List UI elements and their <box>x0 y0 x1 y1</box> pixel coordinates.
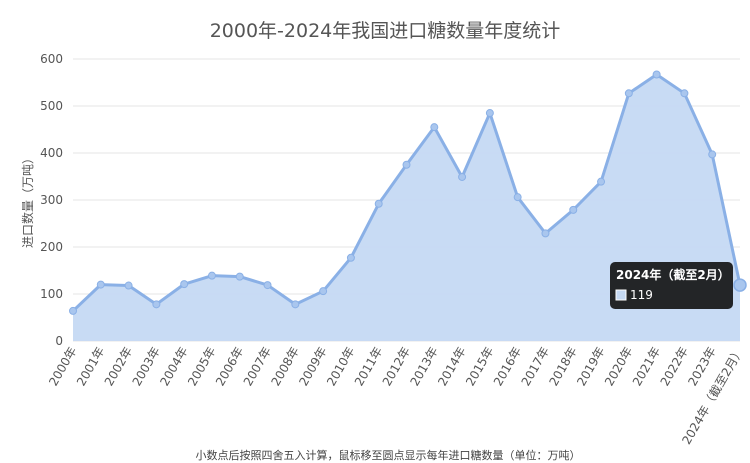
y-axis-label: 进口数量（万吨） <box>20 152 35 248</box>
data-point[interactable] <box>597 177 606 186</box>
data-point[interactable] <box>263 281 272 290</box>
data-point[interactable] <box>152 300 161 309</box>
data-point[interactable] <box>541 229 550 238</box>
data-point[interactable] <box>124 281 133 290</box>
data-point[interactable] <box>235 272 244 281</box>
y-axis: 0 100 200 300 400 500 600 <box>40 52 63 348</box>
data-point[interactable] <box>96 280 105 289</box>
data-point[interactable] <box>69 306 77 315</box>
data-point[interactable] <box>374 199 383 208</box>
data-point[interactable] <box>733 278 747 292</box>
y-tick-label: 500 <box>40 99 63 113</box>
y-tick-label: 0 <box>55 334 63 348</box>
data-point[interactable] <box>180 280 189 289</box>
data-point[interactable] <box>708 150 717 159</box>
data-point[interactable] <box>207 271 216 280</box>
data-point[interactable] <box>291 300 300 309</box>
tooltip-value: 119 <box>630 288 653 302</box>
tooltip-box <box>610 262 733 309</box>
chart-title: 2000年-2024年我国进口糖数量年度统计 <box>210 20 561 42</box>
data-point[interactable] <box>402 160 411 169</box>
point-layer <box>69 70 747 315</box>
y-tick-label: 200 <box>40 240 63 254</box>
y-tick-label: 400 <box>40 146 63 160</box>
data-point[interactable] <box>319 287 328 296</box>
data-point[interactable] <box>513 193 522 202</box>
data-point[interactable] <box>680 89 689 98</box>
y-tick-label: 600 <box>40 52 63 66</box>
footnote: 小数点后按照四舍五入计算，鼠标移至圆点显示每年进口糖数量（单位：万吨） <box>196 448 581 462</box>
tooltip-swatch <box>615 289 627 301</box>
x-axis: 2000年2001年2002年2003年2004年2005年2006年2007年… <box>46 345 746 447</box>
area-fill <box>73 74 740 341</box>
tooltip-title: 2024年（截至2月） <box>616 267 730 282</box>
data-point[interactable] <box>346 253 355 262</box>
data-point[interactable] <box>430 123 439 132</box>
tooltip: 2024年（截至2月） 119 <box>610 262 733 309</box>
data-point[interactable] <box>652 70 661 79</box>
y-tick-label: 300 <box>40 193 63 207</box>
data-point[interactable] <box>569 205 578 214</box>
data-point[interactable] <box>485 109 494 118</box>
y-tick-label: 100 <box>40 287 63 301</box>
data-point[interactable] <box>458 172 467 181</box>
data-point[interactable] <box>624 89 633 98</box>
